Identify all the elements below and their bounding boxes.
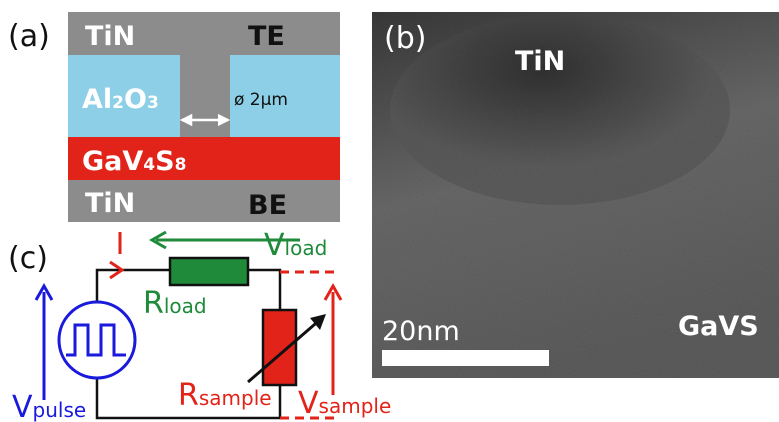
tin-label: TiN <box>515 46 565 77</box>
active-label: GaV4S8 <box>82 146 186 177</box>
sample-resistor <box>263 310 296 385</box>
panel-c: (c) Vload Rload Rsample Vsample Vpulse <box>8 228 391 422</box>
panel-b: (b) TiN GaVS 20nm <box>372 12 779 378</box>
be-material: TiN <box>85 188 135 219</box>
vpulse-label: Vpulse <box>12 390 86 422</box>
panel-label: (a) <box>8 19 50 54</box>
load-resistor <box>170 258 248 285</box>
panel-label: (b) <box>384 21 426 56</box>
gavs-label: GaVS <box>678 311 759 342</box>
vload-label: Vload <box>264 228 327 263</box>
scale-text: 20nm <box>382 316 460 347</box>
hole-size: ø 2µm <box>234 90 288 110</box>
pulse-source <box>59 302 135 378</box>
scale-bar <box>382 350 549 366</box>
vsample-label: Vsample <box>298 386 391 421</box>
figure: (a) TiN TE Al2O3 ø 2µm GaV4S8 TiN BE (b)… <box>0 0 779 422</box>
panel-label: (c) <box>8 241 48 276</box>
te-label: TE <box>248 21 285 52</box>
be-label: BE <box>248 190 287 221</box>
rload-label: Rload <box>143 286 207 321</box>
rsample-label: Rsample <box>178 378 272 413</box>
pillar <box>180 55 230 137</box>
panel-a: (a) TiN TE Al2O3 ø 2µm GaV4S8 TiN BE <box>8 12 340 222</box>
te-material: TiN <box>85 21 135 52</box>
